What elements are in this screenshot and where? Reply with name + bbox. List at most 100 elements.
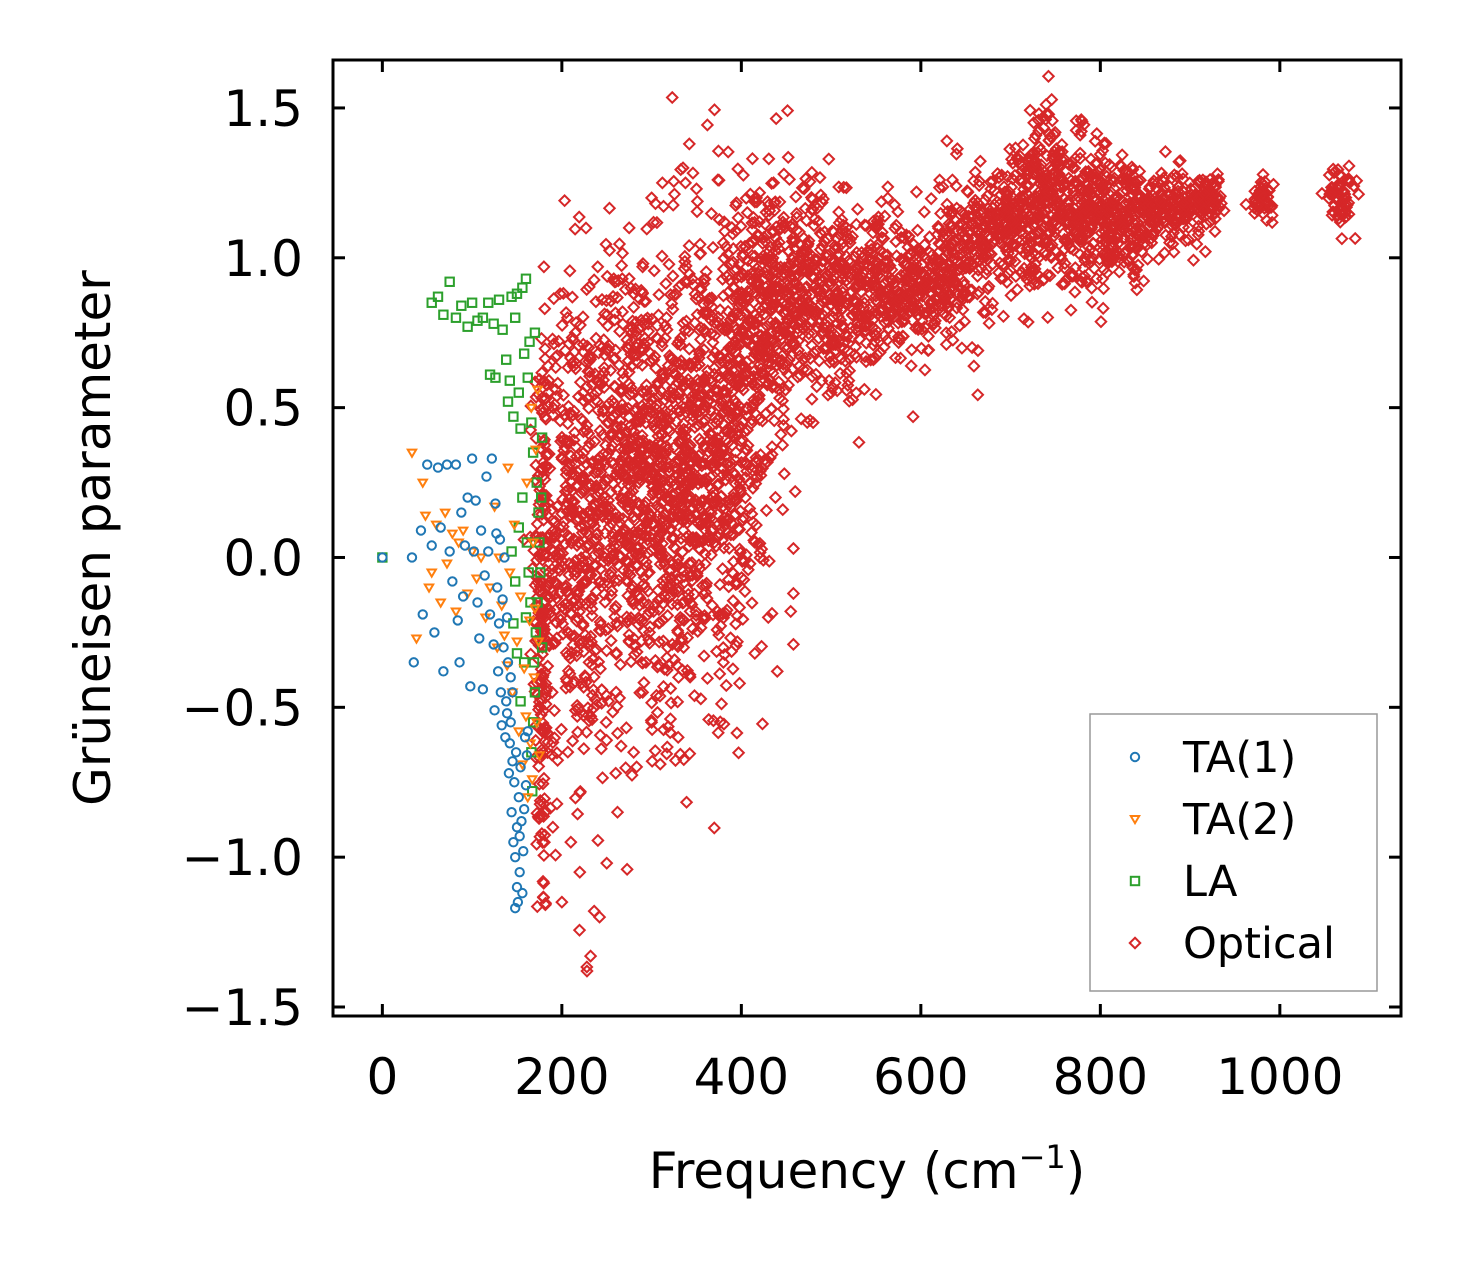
point-optical [685, 477, 699, 491]
point-optical [717, 215, 731, 229]
point-ta-2 [521, 793, 534, 804]
point-optical [1084, 281, 1099, 295]
point-optical [1122, 165, 1136, 180]
point-optical [579, 282, 594, 297]
point-optical [781, 367, 795, 381]
point-optical [1016, 174, 1030, 189]
point-optical [652, 541, 666, 556]
point-optical [942, 216, 956, 231]
point-optical [888, 350, 903, 365]
point-optical [622, 221, 636, 235]
point-optical [537, 848, 551, 863]
point-optical [620, 470, 634, 484]
point-optical [667, 288, 681, 302]
point-optical [692, 323, 706, 337]
point-ta-2 [502, 463, 514, 474]
point-ta-1 [474, 633, 485, 644]
point-optical [590, 385, 604, 399]
point-optical [1331, 178, 1345, 192]
point-optical [714, 697, 729, 711]
point-optical [881, 180, 895, 194]
point-optical [834, 313, 848, 327]
point-optical [839, 295, 853, 310]
point-optical [1017, 210, 1032, 224]
point-optical [594, 624, 608, 638]
point-optical [537, 260, 551, 274]
point-optical [706, 240, 720, 255]
point-optical [614, 739, 628, 753]
point-optical [1168, 217, 1183, 231]
point-la [490, 372, 501, 383]
point-optical [625, 592, 639, 606]
point-optical [738, 240, 753, 254]
point-optical [669, 355, 683, 370]
point-optical [668, 541, 683, 556]
point-optical [656, 366, 670, 381]
point-optical [749, 518, 763, 532]
point-optical [730, 407, 744, 421]
point-optical [644, 543, 659, 558]
point-optical [571, 338, 586, 353]
point-optical [602, 551, 616, 565]
x-tick-label: 200 [514, 1048, 609, 1106]
point-optical [726, 241, 741, 256]
point-optical [620, 615, 634, 630]
point-optical [689, 531, 703, 545]
point-optical [563, 680, 577, 694]
point-optical [541, 659, 555, 673]
point-optical [1255, 176, 1270, 191]
point-optical [947, 234, 961, 248]
point-optical [580, 960, 594, 974]
point-optical [743, 501, 757, 516]
point-optical [640, 222, 654, 236]
point-optical [1073, 192, 1088, 207]
point-optical [642, 633, 656, 647]
point-optical [604, 565, 618, 579]
point-optical [924, 191, 938, 206]
point-optical [1097, 185, 1111, 199]
point-optical [722, 541, 736, 555]
point-optical [588, 434, 602, 449]
point-optical [769, 320, 783, 334]
point-optical [1075, 114, 1089, 128]
point-optical [845, 229, 860, 244]
point-optical [622, 271, 636, 286]
point-optical [726, 227, 740, 241]
point-optical [643, 620, 657, 634]
point-optical [687, 688, 702, 703]
point-optical [729, 396, 743, 410]
point-optical [604, 485, 618, 499]
point-optical [690, 194, 705, 209]
point-optical [629, 401, 643, 416]
point-optical [686, 530, 700, 545]
point-optical [826, 255, 841, 269]
point-optical [636, 596, 651, 610]
point-optical [774, 427, 788, 441]
point-optical [610, 805, 625, 819]
point-optical [621, 477, 635, 491]
point-optical [904, 359, 918, 373]
point-optical [948, 213, 962, 228]
point-optical [644, 191, 659, 205]
legend-marker-ta-1 [1129, 751, 1141, 763]
point-ta-1 [479, 570, 490, 581]
point-optical [789, 206, 804, 221]
point-optical [568, 222, 582, 236]
point-optical [822, 373, 836, 388]
point-optical [747, 535, 762, 549]
point-optical [792, 225, 807, 239]
point-optical [769, 231, 783, 245]
point-optical [697, 373, 712, 387]
point-optical [747, 232, 762, 246]
point-optical [700, 118, 715, 132]
point-optical [573, 865, 587, 879]
point-optical [922, 343, 936, 357]
point-optical [1023, 103, 1037, 117]
point-la [450, 312, 462, 323]
point-optical [944, 325, 959, 339]
point-ta-1 [490, 498, 501, 509]
point-optical [706, 714, 721, 728]
point-la [527, 717, 539, 728]
point-optical [1066, 269, 1080, 283]
